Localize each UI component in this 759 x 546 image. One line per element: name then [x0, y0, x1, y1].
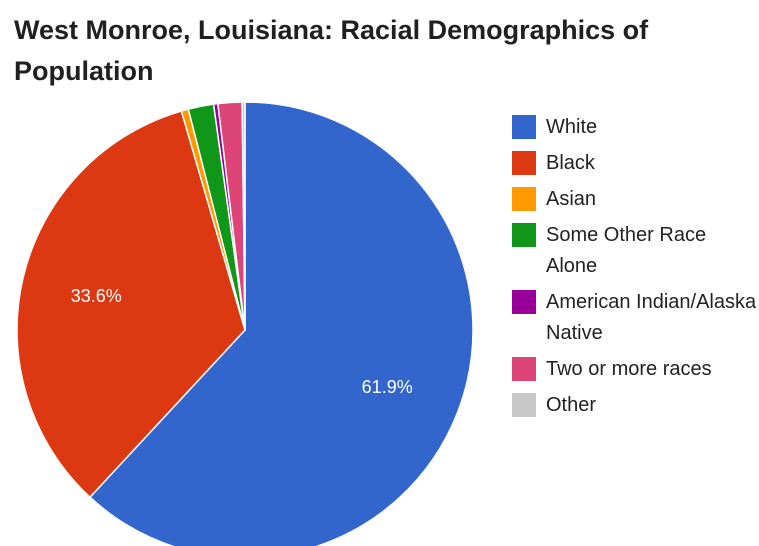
- legend-label: American Indian/Alaska Native: [546, 291, 757, 344]
- legend-swatch: [512, 357, 536, 381]
- data-label-black: 33.6%: [71, 286, 122, 306]
- chart-title: West Monroe, Louisiana: Racial Demograph…: [14, 15, 649, 86]
- legend-label: Two or more races: [546, 358, 712, 380]
- legend-label: Black: [546, 152, 595, 174]
- pie-slice-labels: 61.9% 33.6%: [71, 286, 413, 397]
- legend-item-white: White: [512, 112, 757, 143]
- legend-item-asian: Asian: [512, 184, 757, 215]
- legend-label: Some Other Race Alone: [546, 224, 707, 277]
- legend-label: White: [546, 116, 598, 138]
- legend-item-other: Other: [512, 390, 757, 421]
- legend-swatch: [512, 151, 536, 175]
- legend-item-black: Black: [512, 148, 757, 179]
- legend-item-two-or-more-races: Two or more races: [512, 354, 757, 385]
- legend-swatch: [512, 223, 536, 247]
- pie-slices: [16, 101, 474, 546]
- legend-swatch: [512, 115, 536, 139]
- legend-swatch: [512, 187, 536, 211]
- legend-label: Other: [546, 394, 597, 416]
- pie-slice-white: [88, 101, 474, 546]
- chart-legend: White Black Asian Some Other Race Alone Amer…: [512, 112, 757, 426]
- data-label-white: 61.9%: [362, 377, 413, 397]
- legend-swatch: [512, 393, 536, 417]
- legend-item-american-indian-alaska-native: American Indian/Alaska Native: [512, 287, 757, 349]
- pie-slice-other: [241, 101, 246, 331]
- pie-slice-black: [16, 110, 246, 499]
- legend-swatch: [512, 290, 536, 314]
- legend-item-some-other-race-alone: Some Other Race Alone: [512, 220, 757, 282]
- legend-label: Asian: [546, 188, 597, 210]
